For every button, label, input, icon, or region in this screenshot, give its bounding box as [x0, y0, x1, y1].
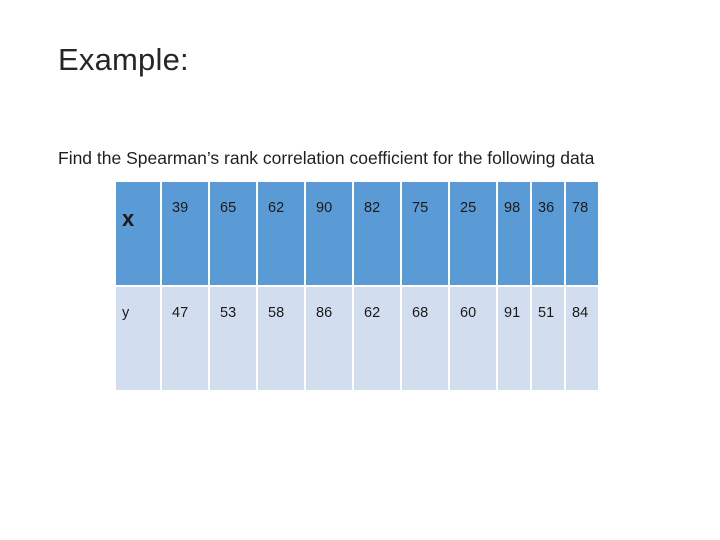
row-label-x: x	[116, 182, 160, 285]
table-row-y: y 47 53 58 86 62 68 60 91 51 84	[116, 287, 598, 390]
table-cell: 36	[532, 182, 564, 285]
slide-title: Example:	[58, 42, 189, 77]
table-cell: 75	[402, 182, 448, 285]
table-cell: 91	[498, 287, 530, 390]
table-cell: 78	[566, 182, 598, 285]
table-cell: 86	[306, 287, 352, 390]
table-cell: 47	[162, 287, 208, 390]
table-cell: 25	[450, 182, 496, 285]
table-cell: 90	[306, 182, 352, 285]
table-cell: 62	[354, 287, 400, 390]
table-cell: 98	[498, 182, 530, 285]
table-cell: 65	[210, 182, 256, 285]
table-cell: 84	[566, 287, 598, 390]
table-cell: 68	[402, 287, 448, 390]
data-table: x 39 65 62 90 82 75 25 98 36 78 y 47 53 …	[114, 180, 600, 392]
table-cell: 58	[258, 287, 304, 390]
slide-subtitle: Find the Spearman’s rank correlation coe…	[58, 148, 595, 168]
table-cell: 39	[162, 182, 208, 285]
table-cell: 62	[258, 182, 304, 285]
table-cell: 53	[210, 287, 256, 390]
table-cell: 82	[354, 182, 400, 285]
row-label-y: y	[116, 287, 160, 390]
table-cell: 51	[532, 287, 564, 390]
table-cell: 60	[450, 287, 496, 390]
table-row-x: x 39 65 62 90 82 75 25 98 36 78	[116, 182, 598, 285]
